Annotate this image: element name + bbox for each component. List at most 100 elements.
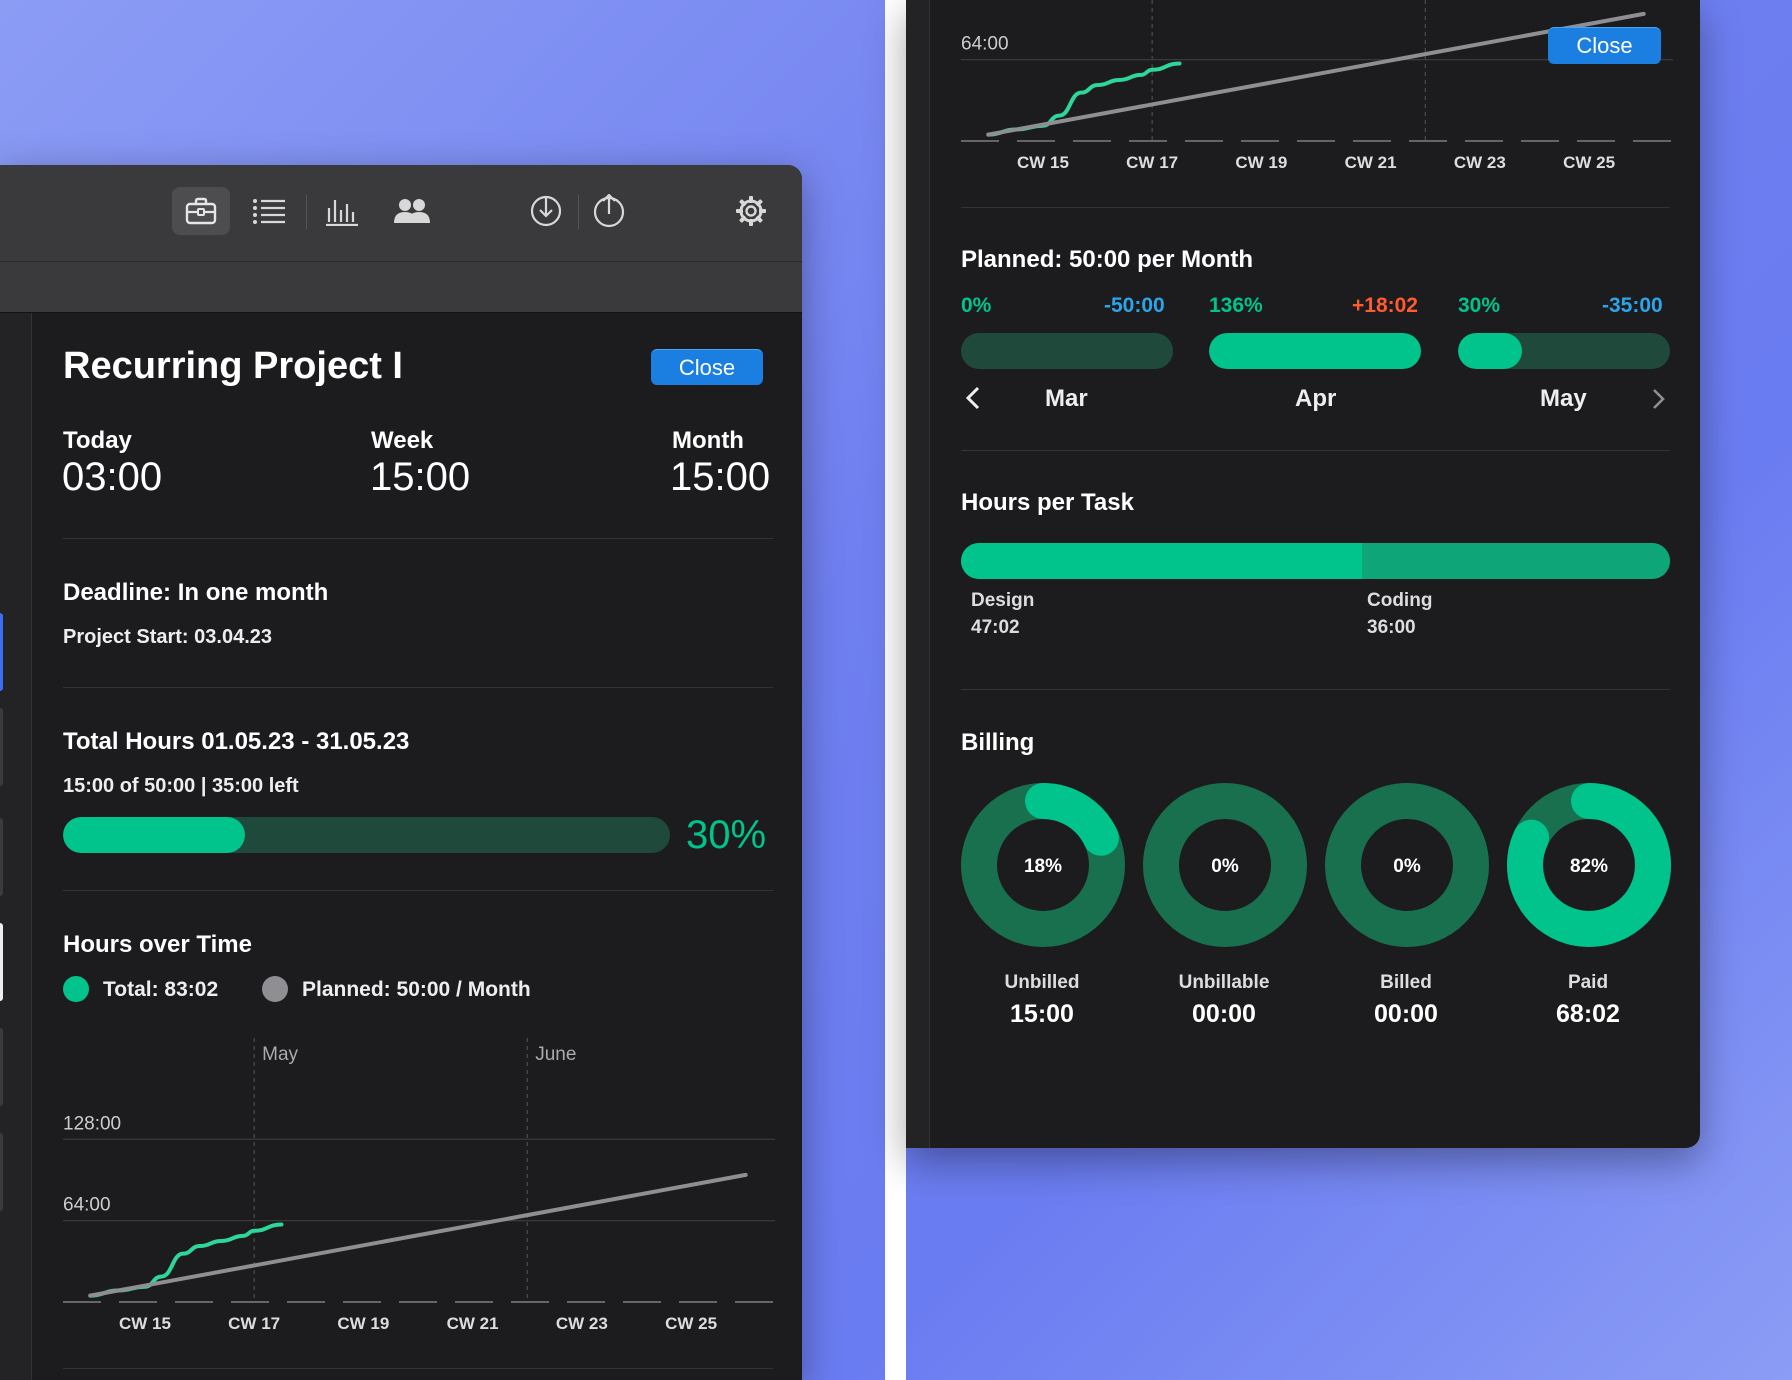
month-progress-fill (1458, 333, 1522, 369)
x-tick-label: CW 23 (556, 1314, 608, 1333)
x-tick-label: CW 19 (1235, 153, 1287, 172)
month-label-mar: Mar (1045, 385, 1088, 412)
toolbar-list-button[interactable] (240, 187, 298, 235)
sidebar-selected-indicator (0, 613, 3, 691)
toolbar-clients-button[interactable] (383, 187, 441, 235)
billing-donut-unbilled: 18% (961, 783, 1125, 947)
task-segment-coding (1362, 543, 1670, 579)
total-progress-fill (63, 817, 246, 853)
project-title: Recurring Project I (63, 345, 403, 387)
chevron-left-icon[interactable] (963, 385, 983, 411)
divider (961, 450, 1670, 451)
month-progress-fill (1209, 333, 1421, 369)
sidebar (0, 313, 32, 1380)
divider (961, 689, 1670, 690)
billing-value: 00:00 (1374, 1000, 1438, 1028)
y-tick-label: 64:00 (63, 1195, 111, 1216)
x-tick-label: CW 25 (1563, 153, 1615, 172)
billing-donut-billed: 0% (1325, 783, 1489, 947)
series-total-line (88, 1222, 284, 1298)
billing-heading: Billing (961, 729, 1035, 756)
sidebar-item[interactable] (0, 1133, 3, 1211)
sidebar-item[interactable] (0, 1028, 3, 1106)
month-delta: -50:00 (1104, 294, 1165, 317)
hours-per-task-heading: Hours per Task (961, 489, 1134, 516)
billing-donut-paid: 82% (1507, 783, 1671, 947)
toolbar-statistics-button[interactable] (313, 187, 371, 235)
month-marker-label: May (262, 1044, 298, 1065)
toolbar-export-button[interactable] (580, 187, 638, 235)
x-tick-label: CW 23 (1454, 153, 1506, 172)
month-label: Month (672, 427, 744, 454)
donut-percent-label: 0% (1393, 856, 1421, 877)
close-button[interactable]: Close (1548, 27, 1661, 64)
x-tick-label: CW 21 (447, 1314, 499, 1333)
donut-track (1143, 783, 1307, 947)
sidebar-item[interactable] (0, 708, 3, 786)
x-tick-label: CW 25 (665, 1314, 717, 1333)
month-delta: +18:02 (1352, 294, 1418, 317)
toolbar (0, 165, 802, 262)
legend-planned-dot (262, 976, 288, 1002)
donut-percent-label: 82% (1570, 856, 1608, 877)
month-value: 15:00 (670, 455, 771, 499)
billing-label: Unbillable (1178, 972, 1270, 993)
total-percent: 30% (686, 813, 767, 857)
divider (63, 687, 773, 688)
month-percent: 30% (1458, 294, 1501, 317)
today-label: Today (63, 427, 132, 454)
task-value: 47:02 (971, 617, 1020, 638)
x-tick-label: CW 15 (119, 1314, 171, 1333)
toolbar-projects-button[interactable] (172, 187, 230, 235)
billing-value: 68:02 (1556, 1000, 1620, 1028)
sidebar-item[interactable] (0, 923, 3, 1001)
billing-donut-unbillable: 0% (1143, 783, 1307, 947)
project-start: Project Start: 03.04.23 (63, 626, 272, 648)
toolbar-settings-button[interactable] (722, 187, 780, 235)
x-tick-label: CW 19 (337, 1314, 389, 1333)
month-label-apr: Apr (1295, 385, 1337, 412)
donut-segment (1507, 783, 1671, 947)
toolbar-secondary-bar (0, 262, 802, 313)
series-total-line (986, 61, 1182, 137)
total-progress-bar (63, 817, 670, 853)
donut-track (1325, 783, 1489, 947)
briefcase-icon (185, 197, 217, 225)
month-progress-bar-may (1458, 333, 1670, 369)
divider (63, 1368, 773, 1369)
sidebar (906, 0, 930, 1148)
month-label-may: May (1540, 385, 1587, 412)
month-percent: 136% (1209, 294, 1263, 317)
people-icon (394, 199, 430, 223)
x-tick-label: CW 15 (1017, 153, 1069, 172)
download-icon (530, 195, 562, 227)
y-tick-label: 64:00 (961, 34, 1009, 55)
month-marker-label: June (535, 1044, 576, 1065)
hours-over-time-chart: May June 64:00 128:00 CW 15 CW 17 CW 19 CW 21 CW… (63, 1038, 775, 1333)
month-progress-bar-apr (1209, 333, 1421, 369)
month-delta: -35:00 (1602, 294, 1663, 317)
planned-month-heading: Planned: 50:00 per Month (961, 246, 1254, 273)
billing-label: Paid (1567, 972, 1609, 993)
x-tick-label: CW 21 (1345, 153, 1397, 172)
donut-segment (961, 783, 1125, 947)
x-tick-label: CW 17 (228, 1314, 280, 1333)
deadline-heading: Deadline: In one month (63, 579, 329, 606)
billing-label: Billed (1380, 972, 1432, 993)
close-button[interactable]: Close (651, 349, 763, 385)
image-divider (885, 0, 906, 1380)
toolbar-import-button[interactable] (517, 187, 575, 235)
donut-percent-label: 18% (1024, 856, 1062, 877)
divider (63, 538, 773, 539)
billing-value: 15:00 (1010, 1000, 1074, 1028)
divider (63, 890, 773, 891)
x-tick-label: CW 17 (1126, 153, 1178, 172)
hours-over-time-chart-continued: 64:00 CW 15 CW 17 CW 19 CW 21 CW 23 CW 25 (961, 0, 1673, 172)
task-name: Design (971, 590, 1035, 611)
month-percent: 0% (961, 294, 992, 317)
list-icon (253, 199, 285, 224)
chevron-right-icon[interactable] (1648, 387, 1668, 411)
total-hours-heading: Total Hours 01.05.23 - 31.05.23 (63, 728, 410, 755)
sidebar-item[interactable] (0, 818, 3, 896)
today-value: 03:00 (62, 455, 163, 499)
